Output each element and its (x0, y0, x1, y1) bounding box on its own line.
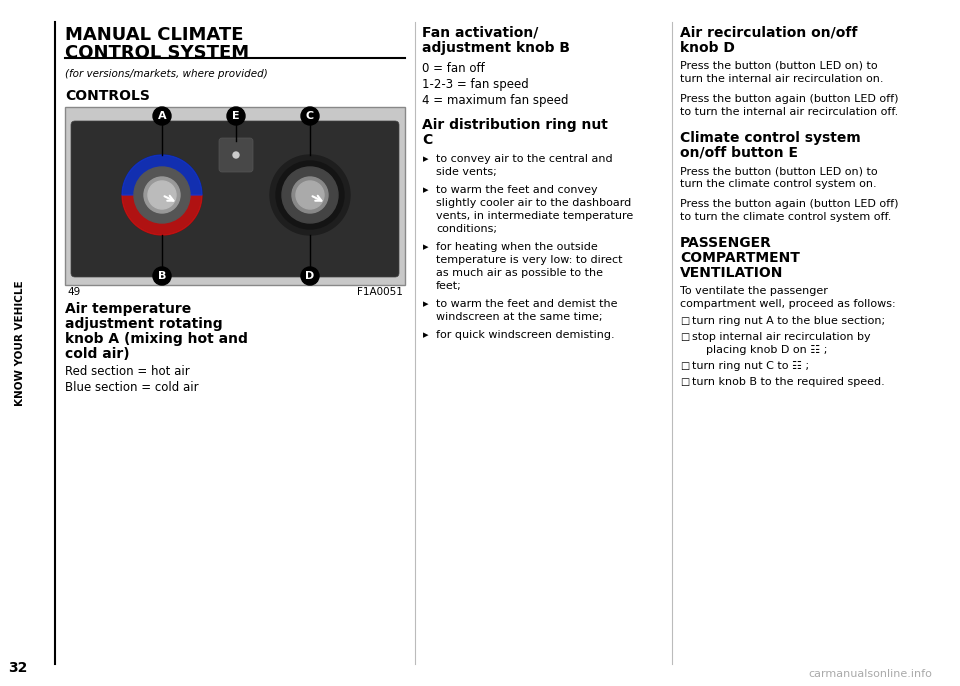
Circle shape (227, 107, 245, 125)
Circle shape (134, 167, 190, 223)
Text: Press the button (button LED on) to: Press the button (button LED on) to (680, 166, 877, 176)
Text: D: D (305, 271, 315, 281)
Text: Press the button again (button LED off): Press the button again (button LED off) (680, 94, 899, 104)
Circle shape (233, 152, 239, 158)
Text: compartment well, proceed as follows:: compartment well, proceed as follows: (680, 299, 896, 309)
Text: 4 = maximum fan speed: 4 = maximum fan speed (422, 94, 568, 107)
Text: MANUAL CLIMATE: MANUAL CLIMATE (65, 26, 244, 44)
Circle shape (282, 167, 338, 223)
Text: To ventilate the passenger: To ventilate the passenger (680, 286, 828, 296)
Text: ▸: ▸ (423, 242, 428, 252)
Circle shape (301, 107, 319, 125)
Text: to warm the feet and convey: to warm the feet and convey (436, 185, 598, 195)
Text: Red section = hot air: Red section = hot air (65, 365, 190, 378)
Text: □: □ (680, 316, 689, 326)
Circle shape (122, 155, 202, 235)
Text: placing knob D on ☷ ;: placing knob D on ☷ ; (692, 345, 828, 355)
Text: adjustment knob B: adjustment knob B (422, 41, 570, 55)
Circle shape (301, 267, 319, 285)
Circle shape (276, 161, 344, 229)
Text: Climate control system: Climate control system (680, 131, 861, 145)
Text: adjustment rotating: adjustment rotating (65, 317, 223, 331)
Text: F1A0051: F1A0051 (357, 287, 403, 297)
Text: ▸: ▸ (423, 299, 428, 309)
Text: A: A (157, 111, 166, 121)
Circle shape (270, 155, 350, 235)
Text: conditions;: conditions; (436, 224, 497, 234)
FancyBboxPatch shape (71, 121, 399, 277)
Text: 1-2-3 = fan speed: 1-2-3 = fan speed (422, 78, 529, 91)
Circle shape (292, 177, 328, 213)
FancyBboxPatch shape (219, 138, 253, 172)
Text: knob A (mixing hot and: knob A (mixing hot and (65, 332, 248, 346)
Text: PASSENGER: PASSENGER (680, 236, 772, 250)
Text: for heating when the outside: for heating when the outside (436, 242, 598, 252)
Text: CONTROLS: CONTROLS (65, 89, 150, 103)
Circle shape (148, 181, 176, 209)
Text: Blue section = cold air: Blue section = cold air (65, 381, 199, 394)
Text: □: □ (680, 361, 689, 371)
Text: to turn the climate control system off.: to turn the climate control system off. (680, 212, 892, 222)
Text: COMPARTMENT: COMPARTMENT (680, 251, 800, 265)
Text: as much air as possible to the: as much air as possible to the (436, 268, 603, 278)
Text: Press the button again (button LED off): Press the button again (button LED off) (680, 199, 899, 209)
Text: turn knob B to the required speed.: turn knob B to the required speed. (692, 377, 885, 387)
Text: E: E (232, 111, 240, 121)
Text: Air recirculation on/off: Air recirculation on/off (680, 26, 857, 40)
Text: □: □ (680, 377, 689, 387)
Text: 49: 49 (67, 287, 81, 297)
Circle shape (144, 177, 180, 213)
Text: slightly cooler air to the dashboard: slightly cooler air to the dashboard (436, 198, 632, 208)
Text: knob D: knob D (680, 41, 734, 55)
Text: on/off button E: on/off button E (680, 146, 798, 160)
Text: C: C (306, 111, 314, 121)
Text: ▸: ▸ (423, 154, 428, 164)
Text: carmanualsonline.info: carmanualsonline.info (808, 669, 932, 679)
Text: (for versions/markets, where provided): (for versions/markets, where provided) (65, 69, 268, 79)
Text: to convey air to the central and: to convey air to the central and (436, 154, 612, 164)
Text: Air temperature: Air temperature (65, 302, 191, 316)
Bar (0, 0, 55, 686)
Text: CONTROL SYSTEM: CONTROL SYSTEM (65, 44, 250, 62)
Text: ▸: ▸ (423, 330, 428, 340)
Text: stop internal air recirculation by: stop internal air recirculation by (692, 332, 871, 342)
Text: to turn the internal air recirculation off.: to turn the internal air recirculation o… (680, 107, 899, 117)
Polygon shape (122, 195, 202, 235)
Text: windscreen at the same time;: windscreen at the same time; (436, 312, 603, 322)
Text: ▸: ▸ (423, 185, 428, 195)
Text: to warm the feet and demist the: to warm the feet and demist the (436, 299, 617, 309)
Text: turn the internal air recirculation on.: turn the internal air recirculation on. (680, 74, 883, 84)
Circle shape (153, 267, 171, 285)
Text: cold air): cold air) (65, 347, 130, 361)
Bar (65, 107, 405, 285)
Polygon shape (122, 155, 202, 195)
Text: B: B (157, 271, 166, 281)
Text: vents, in intermediate temperature: vents, in intermediate temperature (436, 211, 634, 221)
Text: Fan activation/: Fan activation/ (422, 26, 539, 40)
Text: 0 = fan off: 0 = fan off (422, 62, 485, 75)
Text: 32: 32 (9, 661, 28, 675)
Text: turn ring nut C to ☷ ;: turn ring nut C to ☷ ; (692, 361, 809, 371)
Text: C: C (422, 133, 432, 147)
Text: side vents;: side vents; (436, 167, 496, 177)
Text: for quick windscreen demisting.: for quick windscreen demisting. (436, 330, 614, 340)
Text: feet;: feet; (436, 281, 462, 291)
Text: temperature is very low: to direct: temperature is very low: to direct (436, 255, 622, 265)
Text: KNOW YOUR VEHICLE: KNOW YOUR VEHICLE (15, 280, 25, 406)
Text: turn the climate control system on.: turn the climate control system on. (680, 179, 876, 189)
Circle shape (153, 107, 171, 125)
Circle shape (296, 181, 324, 209)
Text: □: □ (680, 332, 689, 342)
Text: Press the button (button LED on) to: Press the button (button LED on) to (680, 61, 877, 71)
Text: VENTILATION: VENTILATION (680, 266, 783, 280)
Text: Air distribution ring nut: Air distribution ring nut (422, 118, 608, 132)
Text: turn ring nut A to the blue section;: turn ring nut A to the blue section; (692, 316, 885, 326)
